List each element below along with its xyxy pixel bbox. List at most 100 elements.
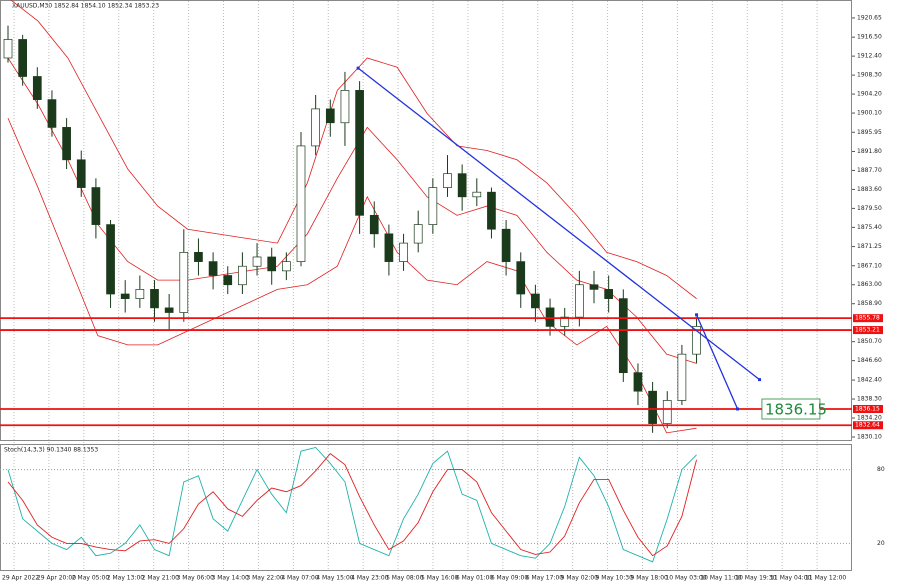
y-tick-label: 1834.20 (857, 415, 882, 422)
trend-point (736, 407, 740, 411)
stoch-tick-label: 80 (877, 466, 885, 473)
stoch-line (7, 452, 697, 557)
candle-body (120, 293, 130, 299)
candle-body (282, 261, 291, 272)
x-tick-label: 2 May 05:00 (72, 575, 110, 582)
candle-body (76, 159, 86, 188)
candle-body (604, 289, 614, 299)
candle-body (194, 251, 203, 262)
stoch-panel (0, 444, 852, 571)
y-tick-label: 1916.50 (857, 34, 882, 41)
trend-point (356, 66, 360, 70)
candle-body (677, 353, 687, 401)
candle-body (355, 90, 364, 216)
candle-body (223, 275, 233, 286)
stoch-tick-label: 20 (877, 540, 885, 547)
candle-body (164, 307, 174, 313)
level-label: 1832.64 (855, 422, 880, 429)
candle-body (516, 261, 526, 295)
x-tick-label: 10 May 03:00 (665, 575, 706, 582)
x-tick-label: 29 Apr 2022 (2, 575, 39, 582)
candle-body (560, 316, 570, 327)
band-middle (7, 57, 697, 364)
y-tick-label: 1842.40 (857, 377, 882, 384)
candle-body (633, 372, 643, 392)
candle-body (692, 326, 701, 355)
candle-body (325, 108, 335, 124)
y-tick-label: 1895.95 (857, 129, 882, 136)
candle-body (267, 256, 277, 272)
candle-body (574, 284, 584, 318)
x-tick-label: 6 May 17:00 (526, 575, 564, 582)
y-tick-label: 1920.65 (857, 14, 882, 21)
candle-body (150, 289, 159, 309)
trendline (357, 67, 760, 381)
candle-body (135, 289, 145, 299)
candle-body (545, 307, 555, 327)
candle-body (106, 224, 115, 295)
y-tick-label: 1891.80 (857, 148, 882, 155)
candle-body (179, 251, 189, 313)
candle-body (384, 233, 394, 262)
y-tick-label: 1830.10 (857, 434, 882, 441)
x-tick-label: 4 May 23:00 (351, 575, 389, 582)
x-tick-label: 3 May 06:00 (177, 575, 215, 582)
candle-body (648, 390, 657, 424)
chart-title: XAUUSD,M30 1852.84 1854.10 1852.34 1853.… (12, 3, 159, 10)
candle-body (399, 242, 408, 262)
y-tick-label: 1867.10 (857, 262, 882, 269)
candle-body (501, 228, 511, 262)
x-tick-label: 6 May 09:00 (491, 575, 529, 582)
candle-body (472, 191, 482, 198)
y-tick-label: 1858.90 (857, 300, 882, 307)
x-tick-label: 3 May 14:00 (212, 575, 250, 582)
x-tick-label: 3 May 22:00 (246, 575, 284, 582)
y-tick-label: 1883.60 (857, 186, 882, 193)
y-tick-label: 1887.70 (857, 167, 882, 174)
candle-body (18, 39, 27, 77)
y-tick-label: 1900.10 (857, 110, 882, 117)
candle-body (369, 214, 379, 235)
level-tag (853, 314, 883, 323)
y-tick-label: 1838.30 (857, 396, 882, 403)
trend-point (695, 313, 699, 317)
x-tick-label: 4 May 07:00 (281, 575, 319, 582)
level-label: 1853.21 (855, 327, 880, 334)
candle-body (62, 127, 71, 161)
candle-body (32, 76, 42, 100)
candle-body (91, 187, 101, 225)
level-tag (853, 421, 883, 430)
level-label: 1855.78 (855, 315, 880, 322)
candle-body (238, 265, 247, 286)
x-tick-label: 6 May 01:00 (456, 575, 494, 582)
candle-body (457, 173, 467, 198)
y-tick-label: 1875.40 (857, 224, 882, 231)
candle-body (3, 39, 13, 59)
x-tick-label: 9 May 02:00 (561, 575, 599, 582)
x-tick-label: 9 May 18:00 (631, 575, 669, 582)
band-upper (10, 0, 697, 299)
y-tick-label: 1871.25 (857, 243, 882, 250)
x-tick-label: 5 May 16:00 (421, 575, 459, 582)
x-tick-label: 10 May 19:30 (735, 575, 776, 582)
x-tick-label: 2 May 13:00 (107, 575, 145, 582)
candle-body (208, 261, 218, 276)
level-label: 1836.15 (855, 406, 880, 413)
candle-body (340, 90, 350, 124)
stoch-title: Stoch(14,3,3) 90.1340 88.1353 (4, 447, 98, 454)
level-tag (853, 405, 883, 414)
y-tick-label: 1908.30 (857, 72, 882, 79)
candle-body (311, 108, 320, 147)
band-lower (7, 117, 697, 434)
y-tick-label: 1879.50 (857, 205, 882, 212)
candle-body (413, 224, 423, 244)
annotation-box (761, 398, 821, 420)
candle-body (487, 191, 496, 230)
y-tick-label: 1846.60 (857, 357, 882, 364)
trend-point (758, 378, 762, 382)
y-tick-label: 1912.40 (857, 53, 882, 60)
candle-body (296, 145, 306, 262)
y-tick-label: 1904.20 (857, 91, 882, 98)
candle-body (428, 187, 438, 225)
